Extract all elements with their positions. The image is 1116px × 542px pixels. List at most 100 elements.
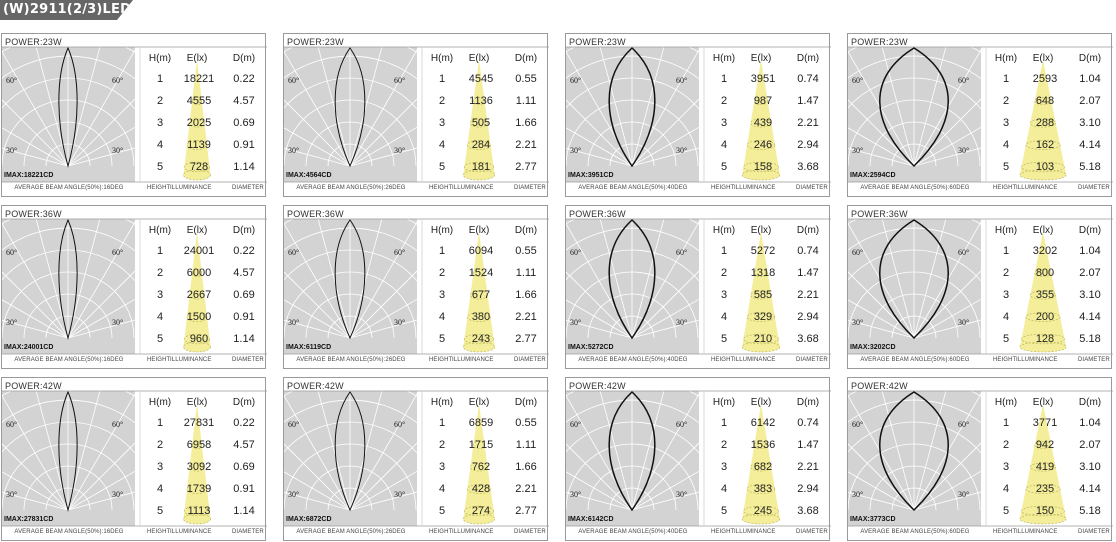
diameter-value: 1.04	[1079, 73, 1101, 85]
height-value: 1	[156, 417, 164, 429]
angle-label: 30°	[852, 490, 864, 499]
cone-ellipse	[1019, 169, 1067, 181]
cone-ellipse	[191, 440, 203, 450]
polar-grid-ray	[566, 471, 633, 511]
panel-graphics	[2, 218, 267, 355]
lux-value: 1318	[750, 267, 776, 279]
column-header-height: H(m)	[712, 225, 736, 236]
diameter-value: 1.66	[515, 117, 537, 129]
intensity-curve	[58, 390, 78, 512]
polar-grid-ray	[35, 47, 69, 167]
diameter-value: 1.04	[1079, 417, 1101, 429]
angle-label: 60°	[676, 248, 688, 257]
polar-grid-ray	[631, 319, 699, 339]
imax-label: IMAX:4564CD	[286, 172, 332, 179]
diameter-value: 1.14	[233, 505, 255, 517]
footer-diameter-label: DIAMETER	[514, 529, 546, 535]
lux-value: 2025	[186, 117, 212, 129]
diameter-value: 1.14	[233, 333, 255, 345]
imax-label: IMAX:6142CD	[568, 516, 614, 523]
footer-diameter-label: DIAMETER	[796, 185, 828, 191]
lux-value: 942	[1035, 439, 1055, 451]
imax-label: IMAX:3951CD	[568, 172, 614, 179]
panel-graphics	[566, 218, 831, 355]
lux-value: 1500	[186, 311, 212, 323]
column-header-height: H(m)	[430, 53, 454, 64]
lux-value: 380	[471, 311, 491, 323]
beam-angle-label: AVERAGE BEAM ANGLE(50%):60DEG	[860, 357, 970, 363]
polar-grid-ray	[2, 319, 69, 339]
height-value: 5	[438, 333, 446, 345]
lux-value: 150	[1035, 505, 1055, 517]
power-label: POWER:42W	[287, 381, 344, 391]
light-cone	[183, 232, 211, 352]
column-header-lux: E(lx)	[750, 225, 772, 236]
height-value: 3	[720, 117, 728, 129]
polar-grid-ray	[2, 443, 69, 511]
diameter-value: 2.21	[797, 117, 819, 129]
height-value: 1	[438, 245, 446, 257]
cone-ellipse	[753, 440, 769, 450]
cone-ellipse	[462, 513, 496, 525]
diameter-value: 4.14	[1079, 139, 1101, 151]
cone-ellipse	[473, 96, 485, 106]
polar-grid-ray	[67, 393, 135, 511]
diameter-value: 3.10	[1079, 289, 1101, 301]
cone-ellipse	[186, 140, 208, 150]
polar-grid-ray	[67, 147, 135, 167]
polar-grid-ray	[631, 147, 699, 167]
diameter-value: 4.57	[233, 95, 255, 107]
imax-label: IMAX:3773CD	[850, 516, 896, 523]
cone-ellipse	[746, 484, 776, 494]
lux-value: 1136	[469, 95, 493, 107]
beam-angle-label: AVERAGE BEAM ANGLE(50%):40DEG	[578, 529, 688, 535]
angle-label: 30°	[958, 318, 970, 327]
height-value: 3	[156, 461, 164, 473]
diameter-value: 3.68	[797, 505, 819, 517]
diameter-value: 2.94	[797, 483, 819, 495]
height-value: 2	[1002, 439, 1010, 451]
height-value: 2	[156, 267, 164, 279]
diameter-value: 1.66	[515, 461, 537, 473]
polar-grid-ray	[284, 443, 351, 511]
lux-value: 5272	[750, 245, 776, 257]
cone-ellipse	[1019, 341, 1067, 353]
polar-grid-ray	[2, 50, 69, 167]
height-value: 4	[438, 139, 446, 151]
angle-label: 30°	[676, 146, 688, 155]
polar-grid-ray	[284, 491, 351, 511]
diameter-value: 2.77	[515, 505, 537, 517]
polar-grid-ray	[67, 49, 135, 167]
polar-grid	[848, 219, 981, 339]
polar-grid-ray	[913, 391, 947, 511]
power-label: POWER:42W	[569, 381, 626, 391]
height-value: 5	[156, 505, 164, 517]
polar-grid-ray	[349, 491, 417, 511]
power-label: POWER:42W	[851, 381, 908, 391]
cone-ellipse	[464, 161, 494, 173]
polar-grid-ray	[317, 219, 351, 339]
diameter-value: 3.10	[1079, 117, 1101, 129]
height-value: 5	[720, 505, 728, 517]
cone-ellipse	[1025, 140, 1061, 150]
cone-ellipse	[753, 268, 769, 278]
angle-label: 60°	[394, 76, 406, 85]
polar-grid-ray	[913, 98, 981, 167]
diameter-value: 1.66	[515, 289, 537, 301]
light-cone	[463, 232, 495, 352]
lux-value: 682	[753, 461, 773, 473]
cone-ellipse	[183, 341, 211, 353]
column-header-height: H(m)	[430, 225, 454, 236]
cone-ellipse	[746, 312, 776, 322]
height-value: 2	[720, 439, 728, 451]
polar-grid-ray	[349, 126, 417, 167]
panel-graphics	[848, 218, 1113, 355]
cone-ellipse	[1019, 513, 1067, 525]
polar-grid-ray	[349, 147, 417, 167]
polar-grid-ray	[349, 470, 417, 511]
diameter-value: 0.69	[233, 117, 255, 129]
cone-ellipse	[1034, 268, 1052, 278]
height-value: 5	[720, 161, 728, 173]
photometric-panel: POWER:42W 60° 60° 30° 30° IMAX:6142CD H(m) E(lx…	[565, 377, 831, 541]
column-header-height: H(m)	[994, 53, 1018, 64]
